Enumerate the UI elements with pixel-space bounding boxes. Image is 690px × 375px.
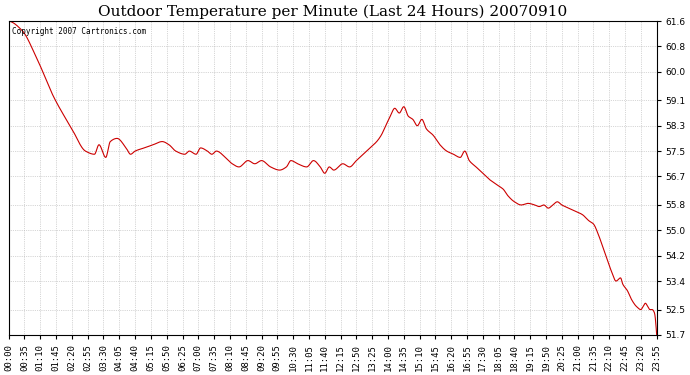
Title: Outdoor Temperature per Minute (Last 24 Hours) 20070910: Outdoor Temperature per Minute (Last 24 … [98,4,567,18]
Text: Copyright 2007 Cartronics.com: Copyright 2007 Cartronics.com [12,27,146,36]
